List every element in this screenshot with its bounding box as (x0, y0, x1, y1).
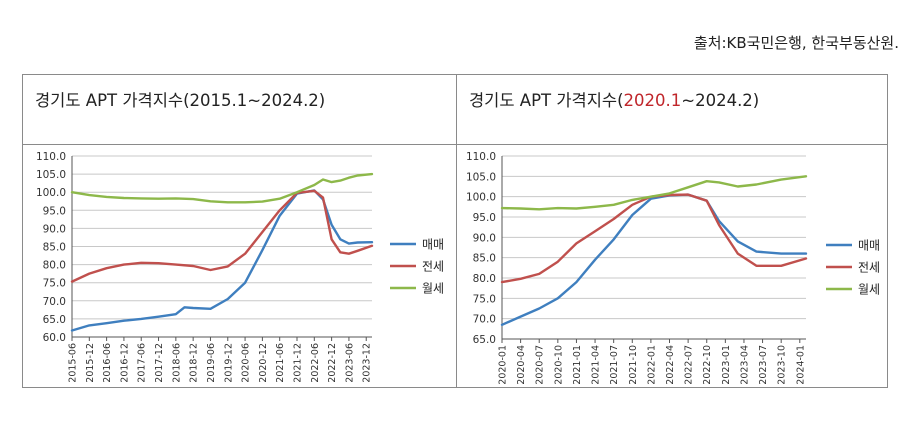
chart2-y-tick-label: 85.0 (473, 253, 496, 265)
chart1-x-tick-label: 2016-06 (102, 343, 113, 383)
chart1-x-tick-label: 2020-06 (241, 343, 252, 383)
chart-title-right-prefix: 경기도 APT 가격지수( (469, 91, 624, 110)
chart1-y-tick-label: 105.0 (36, 169, 66, 181)
chart2-series-line-3 (500, 175, 808, 211)
chart1-x-tick-label: 2015-12 (85, 343, 96, 383)
chart2-x-tick-label: 2022-04 (665, 345, 676, 385)
chart2-x-tick-label: 2021-01 (572, 345, 583, 385)
chart1-y-tick-label: 90.0 (43, 223, 66, 235)
chart1-y-tick-label: 60.0 (43, 332, 66, 344)
chart1-x-tick-label: 2019-12 (223, 343, 234, 383)
chart-title-right-highlight: 2020.1 (623, 91, 682, 110)
chart1-legend-label: 매매 (422, 238, 444, 252)
chart1-y-tick-label: 70.0 (43, 296, 66, 308)
chart2-y-tick-label: 110.0 (466, 151, 496, 163)
chart2-x-tick-label: 2020-07 (535, 345, 546, 385)
chart1-y-tick-label: 65.0 (43, 314, 66, 326)
chart1-y-tick-label: 100.0 (36, 187, 66, 199)
chart2-x-tick-label: 2022-07 (684, 345, 695, 385)
chart2-x-tick-label: 2021-07 (609, 345, 620, 385)
chart2-y-tick-label: 80.0 (473, 273, 496, 285)
chart1-x-tick-label: 2021-12 (293, 343, 304, 383)
chart-title-left-prefix: 경기도 APT 가격지수( (35, 91, 190, 110)
chart1-x-tick-label: 2022-06 (310, 343, 321, 383)
chart2-y-tick-label: 105.0 (466, 171, 496, 183)
chart2-x-tick-label: 2023-10 (777, 345, 788, 385)
chart1-x-tick-label: 2018-06 (171, 343, 182, 383)
chart2-legend-label: 전세 (858, 261, 880, 275)
chart2-x-tick-label: 2020-01 (498, 345, 509, 385)
chart1-series-line-2 (70, 189, 374, 283)
chart2-y-tick-label: 70.0 (473, 314, 496, 326)
chart2-legend-label: 매매 (858, 239, 880, 253)
chart1-y-tick-label: 80.0 (43, 260, 66, 272)
chart1-y-tick-label: 85.0 (43, 242, 66, 254)
chart2-y-tick-label: 95.0 (473, 212, 496, 224)
chart1-x-tick-label: 2018-12 (189, 343, 200, 383)
chart1-legend-label: 월세 (422, 282, 444, 296)
chart2-legend-label: 월세 (858, 283, 880, 297)
chart2-y-tick-label: 100.0 (466, 192, 496, 204)
chart1-y-tick-label: 75.0 (43, 278, 66, 290)
chart2-x-tick-label: 2023-01 (721, 345, 732, 385)
chart2-y-tick-label: 75.0 (473, 293, 496, 305)
chart1-x-tick-label: 2019-06 (206, 343, 217, 383)
chart1-x-tick-label: 2023-12 (362, 343, 373, 383)
chart-table: 경기도 APT 가격지수(2015.1~2024.2) 경기도 APT 가격지수… (22, 74, 888, 388)
chart2-y-tick-label: 90.0 (473, 232, 496, 244)
chart2-x-tick-label: 2020-10 (553, 345, 564, 385)
chart-title-right-suffix: ~2024.2) (681, 91, 760, 110)
chart-title-left: 경기도 APT 가격지수(2015.1~2024.2) (35, 87, 325, 111)
chart1-x-tick-label: 2023-06 (344, 343, 355, 383)
chart2-x-tick-label: 2022-10 (702, 345, 713, 385)
source-text: 출처:KB국민은행, 한국부동산원. (693, 34, 899, 52)
chart2-x-tick-label: 2023-07 (758, 345, 769, 385)
chart2-x-tick-label: 2020-04 (516, 345, 527, 385)
chart1-y-tick-label: 110.0 (36, 151, 66, 163)
chart1-legend-label: 전세 (422, 260, 444, 274)
chart1-x-tick-label: 2017-12 (154, 343, 165, 383)
chart1-series-line-3 (70, 172, 374, 204)
chart2-x-tick-label: 2021-10 (628, 345, 639, 385)
chart1-x-tick-label: 2015-06 (68, 343, 79, 383)
chart1-x-tick-label: 2022-12 (327, 343, 338, 383)
chart-title-right: 경기도 APT 가격지수(2020.1~2024.2) (469, 87, 759, 111)
chart-title-left-suffix: 2015.1~2024.2) (189, 91, 326, 110)
chart2-x-tick-label: 2024-01 (795, 345, 806, 385)
table-divider-horizontal (23, 144, 887, 145)
chart2-x-tick-label: 2022-01 (646, 345, 657, 385)
chart1-x-tick-label: 2017-06 (137, 343, 148, 383)
chart1-y-tick-label: 95.0 (43, 205, 66, 217)
chart2-x-tick-label: 2023-04 (739, 345, 750, 385)
chart2-y-tick-label: 65.0 (473, 334, 496, 346)
chart2-x-tick-label: 2021-04 (591, 345, 602, 385)
chart2-series-line-1 (500, 193, 808, 326)
chart1-series-line-1 (70, 189, 374, 332)
chart1-x-tick-label: 2016-12 (119, 343, 130, 383)
chart1-x-tick-label: 2020-12 (258, 343, 269, 383)
chart1-x-tick-label: 2021-06 (275, 343, 286, 383)
table-divider-vertical (456, 75, 457, 387)
